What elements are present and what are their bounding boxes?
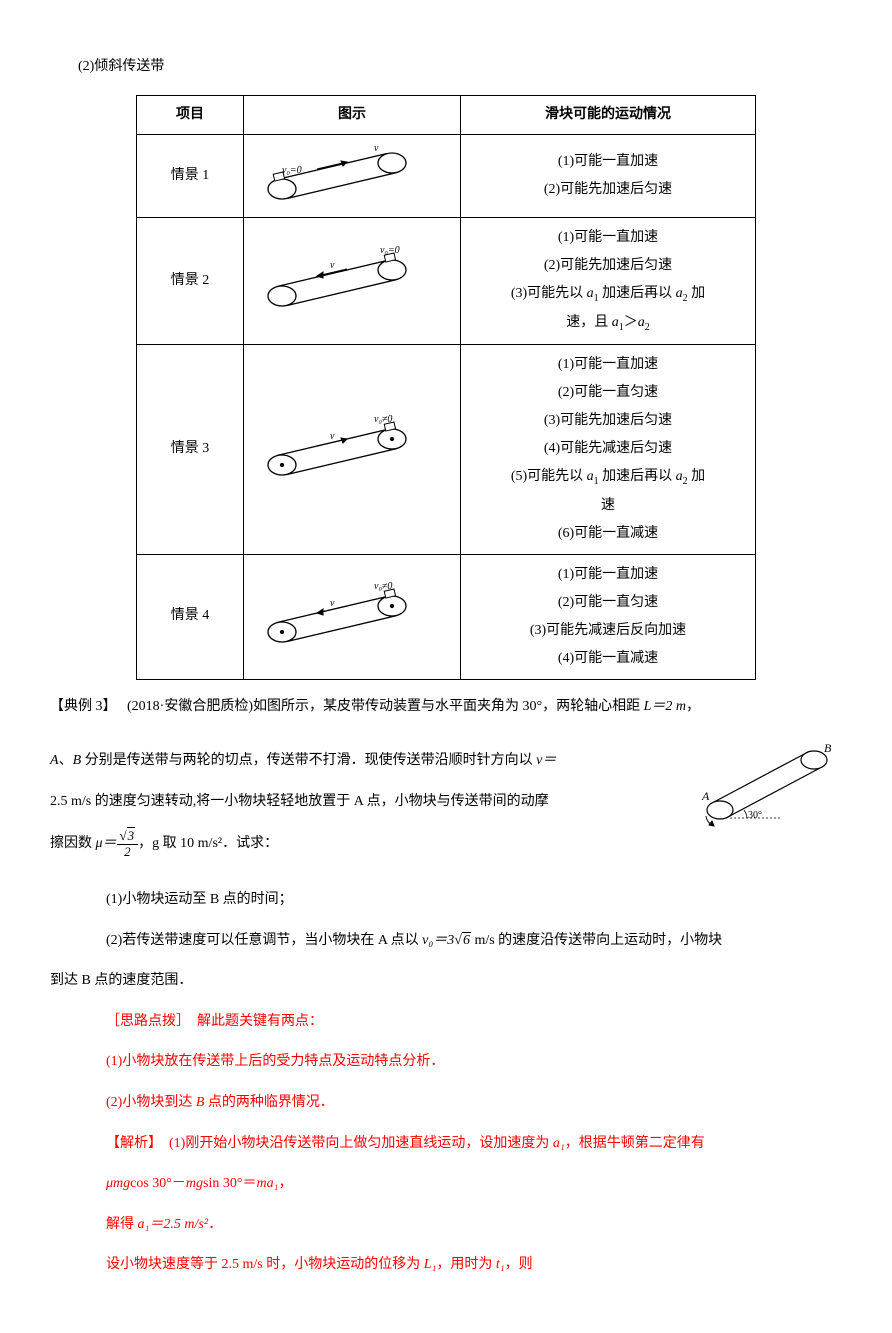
scenario-name: 情景 3 bbox=[137, 344, 244, 554]
var-L: L＝2 m bbox=[644, 699, 686, 714]
example-source: (2018·安徽合肥质检) bbox=[127, 699, 253, 714]
text: ，根据牛顿第二定律有 bbox=[565, 1136, 705, 1151]
question-2b: 到达 B 点的速度范围． bbox=[50, 968, 842, 995]
example-line3: 2.5 m/s 的速度匀速转动,将一小物块轻轻地放置于 A 点，小物块与传送带间… bbox=[50, 789, 682, 816]
col-item: 项目 bbox=[137, 95, 244, 135]
svg-text:v: v bbox=[330, 431, 335, 442]
var-mu: μ＝ bbox=[96, 836, 117, 851]
sqrt-icon: √ bbox=[454, 933, 462, 948]
solution-line3: 设小物块速度等于 2.5 m/s 时，小物块运动的位移为 L₁，用时为 t₁，则 bbox=[50, 1252, 842, 1279]
col-motion: 滑块可能的运动情况 bbox=[461, 95, 756, 135]
col-figure: 图示 bbox=[244, 95, 461, 135]
svg-text:30°: 30° bbox=[748, 810, 762, 821]
text: 解得 bbox=[106, 1217, 138, 1232]
text: μmg bbox=[106, 1176, 130, 1191]
text: a₁＝2.5 m/s²． bbox=[138, 1217, 223, 1232]
belt-diagram-icon: v₀=0 v bbox=[252, 141, 422, 211]
svg-text:A: A bbox=[701, 789, 710, 803]
text: sin 30°＝ bbox=[203, 1176, 256, 1191]
hint-1: (1)小物块放在传送带上后的受力特点及运动特点分析． bbox=[50, 1049, 842, 1076]
text: mg bbox=[186, 1176, 203, 1191]
scenario-figure: v₀≠0 v bbox=[244, 554, 461, 679]
svg-text:v₀=0: v₀=0 bbox=[282, 165, 302, 176]
belt-diagram-icon: v₀≠0 v bbox=[252, 574, 422, 659]
scenario-name: 情景 4 bbox=[137, 554, 244, 679]
svg-text:v: v bbox=[374, 143, 379, 154]
table-row: 情景 2 v₀=0 v bbox=[137, 218, 756, 345]
text: ， bbox=[686, 699, 700, 714]
solution-line1: 【解析】 (1)刚开始小物块沿传送带向上做匀加速直线运动，设加速度为 a₁，根据… bbox=[50, 1131, 842, 1158]
text: ，用时为 bbox=[436, 1257, 496, 1272]
question-1: (1)小物块运动至 B 点的时间； bbox=[50, 887, 842, 914]
example-line4: 擦因数 μ＝√32，g 取 10 m/s²．试求： bbox=[50, 829, 682, 859]
scenario-figure: v₀≠0 v bbox=[244, 344, 461, 554]
hint-2: (2)小物块到达 B 点的两种临界情况． bbox=[50, 1090, 842, 1117]
svg-text:v: v bbox=[330, 598, 335, 609]
scenario-motion: (1)可能一直加速(2)可能一直匀速(3)可能先加速后匀速(4)可能先减速后匀速… bbox=[461, 344, 756, 554]
var-t1: t₁ bbox=[496, 1257, 505, 1272]
svg-text:B: B bbox=[824, 741, 832, 755]
var-v0: v₀＝3 bbox=[422, 933, 454, 948]
inclined-belt-icon: A B 30° bbox=[692, 740, 842, 835]
table-row: 情景 3 v₀≠0 v bbox=[137, 344, 756, 554]
scenario-motion: (1)可能一直加速(2)可能一直匀速(3)可能先减速后反向加速(4)可能一直减速 bbox=[461, 554, 756, 679]
text: ，则 bbox=[505, 1257, 533, 1272]
table-row: 情景 4 v₀≠0 v bbox=[137, 554, 756, 679]
section-label: (2)倾斜传送带 bbox=[50, 54, 842, 81]
text: ， bbox=[278, 1176, 292, 1191]
table-row: 情景 1 v₀=0 v bbox=[137, 135, 756, 218]
text: (2)若传送带速度可以任意调节，当小物块在 A 点以 bbox=[106, 933, 422, 948]
example-line1: 【典例 3】 (2018·安徽合肥质检)如图所示，某皮带传动装置与水平面夹角为 … bbox=[50, 694, 842, 721]
belt-diagram-icon: v₀=0 v bbox=[252, 241, 422, 321]
var-a1: a₁ bbox=[553, 1136, 565, 1151]
text: ，g 取 10 m/s²．试求： bbox=[138, 836, 278, 851]
example-figure: A B 30° bbox=[692, 740, 842, 835]
hint-title: ［思路点拨］ 解此题关键有两点： bbox=[50, 1009, 842, 1036]
example-label: 【典例 3】 bbox=[50, 699, 110, 714]
table-header-row: 项目 图示 滑块可能的运动情况 bbox=[137, 95, 756, 135]
text: (1)刚开始小物块沿传送带向上做匀加速直线运动，设加速度为 bbox=[169, 1136, 553, 1151]
solution-eq1: μmgcos 30°－mgsin 30°＝ma₁， bbox=[50, 1171, 842, 1198]
example-block: 【典例 3】 (2018·安徽合肥质检)如图所示，某皮带传动装置与水平面夹角为 … bbox=[50, 694, 842, 995]
var-L1: L₁ bbox=[424, 1257, 437, 1272]
question-2: (2)若传送带速度可以任意调节，当小物块在 A 点以 v₀＝3√6 m/s 的速… bbox=[50, 928, 842, 955]
text: A bbox=[50, 753, 59, 768]
example-line2: A、B 分别是传送带与两轮的切点，传送带不打滑．现使传送带沿顺时针方向以 v＝ bbox=[50, 748, 682, 775]
text: 2.5 m/s 的速度匀速转动,将一小物块轻轻地放置于 A 点，小物块与传送带间… bbox=[50, 794, 549, 809]
scenario-figure: v₀=0 v bbox=[244, 135, 461, 218]
text: B bbox=[73, 753, 82, 768]
text: ma₁ bbox=[256, 1176, 278, 1191]
scenario-motion: (1)可能一直加速(2)可能先加速后匀速 bbox=[461, 135, 756, 218]
text: 擦因数 bbox=[50, 836, 96, 851]
text: m/s 的速度沿传送带向上运动时，小物块 bbox=[471, 933, 722, 948]
scenario-figure: v₀=0 v bbox=[244, 218, 461, 345]
text: cos 30°－ bbox=[130, 1176, 186, 1191]
solution-label: 【解析】 bbox=[106, 1136, 155, 1151]
solution-line2: 解得 a₁＝2.5 m/s²． bbox=[50, 1212, 842, 1239]
text: 6 bbox=[462, 932, 471, 948]
scenario-table: 项目 图示 滑块可能的运动情况 情景 1 bbox=[136, 95, 756, 680]
belt-diagram-icon: v₀≠0 v bbox=[252, 407, 422, 492]
text: 如图所示，某皮带传动装置与水平面夹角为 30°，两轮轴心相距 bbox=[253, 699, 644, 714]
scenario-motion: (1)可能一直加速(2)可能先加速后匀速(3)可能先以 a1 加速后再以 a2 … bbox=[461, 218, 756, 345]
svg-text:v: v bbox=[330, 260, 335, 271]
scenario-name: 情景 2 bbox=[137, 218, 244, 345]
scenario-name: 情景 1 bbox=[137, 135, 244, 218]
fraction: √32 bbox=[117, 829, 139, 859]
var-v: v＝ bbox=[536, 753, 556, 768]
text: 设小物块速度等于 2.5 m/s 时，小物块运动的位移为 bbox=[106, 1257, 424, 1272]
